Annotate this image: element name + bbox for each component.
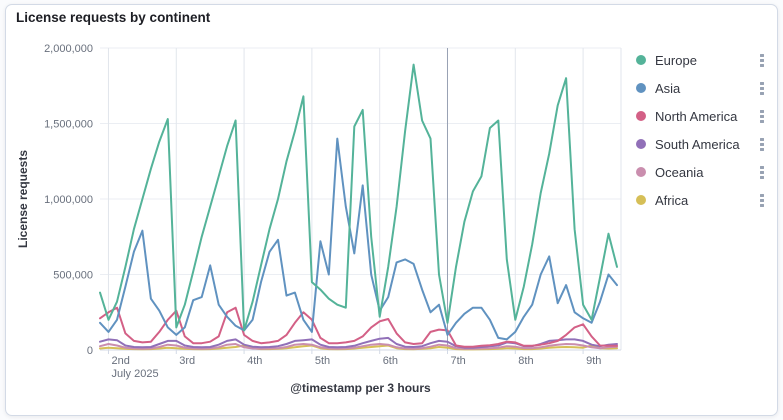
series-line-oceania	[99, 343, 618, 350]
series-line-asia	[99, 137, 618, 341]
legend-color-dot	[636, 111, 646, 121]
boxes-vertical-icon[interactable]	[758, 136, 766, 153]
x-tick-label: 9th	[586, 355, 601, 367]
x-tick-sublabel: July 2025	[111, 368, 158, 380]
legend-item-asia[interactable]: Asia	[636, 74, 766, 102]
legend-item-north-america[interactable]: North America	[636, 102, 766, 130]
y-axis-title: License requests	[16, 150, 30, 248]
legend-color-dot	[636, 139, 646, 149]
legend-label: South America	[655, 136, 740, 152]
legend-label: Africa	[655, 192, 689, 208]
x-axis-title: @timestamp per 3 hours	[290, 381, 431, 395]
legend-color-dot	[636, 167, 646, 177]
boxes-vertical-icon[interactable]	[758, 192, 766, 209]
legend-label: North America	[655, 108, 738, 124]
series-line-north-america	[99, 306, 618, 348]
boxes-vertical-icon[interactable]	[758, 164, 766, 181]
x-tick-label: 8th	[518, 355, 533, 367]
x-tick-label: 4th	[247, 355, 262, 367]
legend-label: Oceania	[655, 164, 704, 180]
legend-label: Asia	[655, 80, 681, 96]
legend-item-africa[interactable]: Africa	[636, 186, 766, 214]
x-tick-label: 2nd	[111, 355, 129, 367]
x-tick-label: 3rd	[179, 355, 195, 367]
boxes-vertical-icon[interactable]	[758, 108, 766, 125]
y-tick-label: 1,500,000	[44, 119, 93, 131]
series-line-europe	[99, 63, 618, 332]
panel-title: License requests by continent	[16, 10, 211, 25]
y-tick-label: 500,000	[53, 270, 93, 282]
legend-color-dot	[636, 83, 646, 93]
x-tick-label: 5th	[315, 355, 330, 367]
x-tick-label: 7th	[450, 355, 465, 367]
boxes-vertical-icon[interactable]	[758, 52, 766, 69]
legend-item-oceania[interactable]: Oceania	[636, 158, 766, 186]
legend-item-south-america[interactable]: South America	[636, 130, 766, 158]
legend-item-europe[interactable]: Europe	[636, 46, 766, 74]
chart-legend: Europe Asia North America South America …	[636, 46, 766, 214]
x-tick-label: 6th	[383, 355, 398, 367]
legend-label: Europe	[655, 52, 697, 68]
y-tick-label: 1,000,000	[44, 194, 93, 206]
legend-color-dot	[636, 55, 646, 65]
boxes-vertical-icon[interactable]	[758, 80, 766, 97]
legend-color-dot	[636, 195, 646, 205]
y-tick-label: 0	[87, 345, 93, 357]
y-tick-label: 2,000,000	[44, 43, 93, 55]
